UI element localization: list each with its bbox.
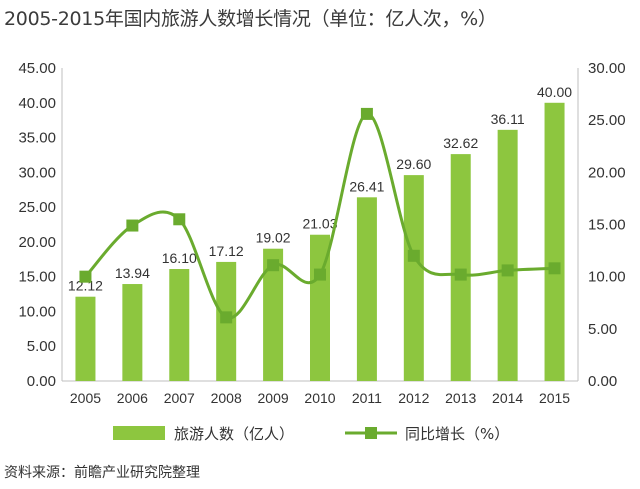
y-left-tick-label: 25.00: [18, 199, 56, 216]
growth-marker-2010: [314, 268, 326, 281]
bar-value-label: 17.12: [209, 243, 244, 259]
y-left-tick-label: 15.00: [18, 269, 56, 286]
growth-marker-2014: [501, 264, 514, 277]
y-left-tick-label: 10.00: [18, 303, 56, 320]
bar-value-label: 26.41: [349, 178, 384, 194]
y-left-tick-label: 45.00: [18, 60, 56, 77]
x-tick-label: 2007: [164, 390, 195, 406]
bar-value-label: 40.00: [537, 84, 572, 100]
bar-2014: [497, 129, 518, 381]
growth-marker-2013: [454, 268, 467, 281]
y-right-tick-label: 25.00: [588, 112, 626, 129]
bar-2005: [75, 296, 96, 381]
bar-value-label: 29.60: [396, 156, 431, 172]
x-tick-label: 2009: [258, 390, 289, 406]
bar-2011: [356, 197, 377, 381]
bars: [75, 102, 565, 382]
growth-marker-2009: [267, 259, 280, 272]
bar-2007: [169, 269, 190, 381]
y-left-tick-label: 35.00: [18, 130, 56, 147]
bar-2013: [450, 154, 471, 381]
growth-marker-2008: [220, 311, 233, 324]
bar-2012: [403, 175, 424, 381]
chart-title: 2005-2015年国内旅游人数增长情况（单位：亿人次，%）: [4, 8, 497, 30]
y-left-tick-label: 5.00: [27, 338, 56, 355]
bar-value-label: 21.03: [302, 216, 337, 232]
legend: 旅游人数（亿人） 同比增长（%）: [113, 425, 509, 443]
bar-value-label: 19.02: [256, 230, 291, 246]
bar-2015: [544, 102, 565, 382]
legend-bar-swatch: [113, 426, 165, 440]
y-left-tick-label: 40.00: [18, 95, 56, 112]
legend-line-label: 同比增长（%）: [405, 425, 509, 443]
y-right-tick-label: 15.00: [588, 217, 626, 234]
x-tick-label: 2015: [539, 390, 570, 406]
x-tick-label: 2008: [211, 390, 242, 406]
bar-value-label: 12.12: [68, 278, 103, 294]
growth-marker-2015: [548, 262, 561, 275]
y-left-tick-label: 20.00: [18, 234, 56, 251]
legend-bar-label: 旅游人数（亿人）: [174, 425, 294, 443]
growth-marker-2005: [79, 270, 92, 283]
legend-line-marker: [365, 427, 377, 439]
y-right-tick-label: 0.00: [588, 373, 617, 390]
y-left-tick-label: 0.00: [27, 373, 56, 390]
x-tick-label: 2010: [304, 390, 335, 406]
x-tick-label: 2005: [70, 390, 101, 406]
growth-marker-2007: [173, 213, 186, 226]
bar-2006: [122, 284, 143, 381]
growth-marker-2006: [126, 219, 139, 232]
bar-value-label: 13.94: [115, 265, 150, 281]
x-tick-label: 2011: [352, 390, 382, 406]
y-left-tick-label: 30.00: [18, 164, 56, 181]
axes: 0.00 5.00 10.00 15.00 20.00 25.00 30.00 35.00 40…: [18, 60, 625, 406]
y-right-tick-label: 20.00: [588, 164, 626, 181]
growth-marker-2011: [360, 107, 373, 120]
source-note: 资料来源：前瞻产业研究院整理: [4, 465, 200, 481]
growth-line: [79, 107, 561, 324]
x-tick-label: 2014: [492, 390, 523, 406]
growth-marker-2012: [407, 249, 420, 262]
bar-value-label: 32.62: [443, 135, 478, 151]
y-right-tick-label: 30.00: [588, 60, 626, 77]
data-labels: 12.12 13.94 16.10 17.12 19.02 21.03 26.41 29.60…: [68, 84, 572, 294]
x-tick-label: 2012: [398, 390, 429, 406]
y-right-tick-label: 5.00: [588, 321, 617, 338]
bar-value-label: 16.10: [162, 250, 197, 266]
bar-2009: [263, 248, 284, 381]
x-tick-label: 2006: [117, 390, 148, 406]
bar-value-label: 36.11: [491, 111, 525, 127]
y-right-tick-label: 10.00: [588, 269, 626, 286]
x-tick-label: 2013: [445, 390, 476, 406]
